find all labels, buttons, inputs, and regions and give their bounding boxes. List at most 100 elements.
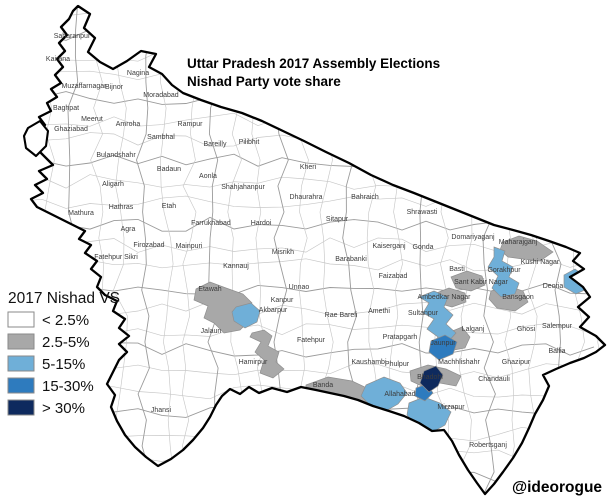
district-label-gonda: Gonda [412, 244, 433, 251]
boundary-line [43, 6, 56, 494]
district-label-barabanki: Barabanki [335, 256, 367, 263]
district-label-deoria: Deoria [543, 283, 564, 290]
district-label-jaunpur: Jaunpur [430, 340, 456, 347]
district-label-nagina: Nagina [127, 70, 149, 77]
district-label-sitapur: Sitapur [326, 216, 349, 223]
district-label-kannauj: Kannauj [223, 263, 249, 270]
legend-item-lt-2-5: < 2.5% [7, 311, 89, 329]
district-label-kaiserganj: Kaiserganj [372, 243, 406, 250]
legend-item-15-30: 15-30% [7, 377, 94, 395]
district-label-hardoi: Hardoi [251, 220, 272, 227]
boundary-line [136, 6, 151, 494]
district-label-domariyaganj: Domariyaganj [451, 234, 495, 241]
map-title-line1: Uttar Pradesh 2017 Assembly Elections [187, 56, 440, 71]
district-label-kanpur: Kanpur [271, 297, 294, 304]
legend-label-gt-30: > 30% [42, 400, 85, 417]
district-label-pilibhit: Pilibhit [239, 139, 260, 146]
district-label-allahabad: Allahabad [384, 391, 415, 398]
district-label-rampur: Rampur [178, 121, 204, 128]
region-allahabad [360, 376, 408, 413]
district-label-robertsganj: Robertsganj [469, 442, 507, 449]
district-label-etawah: Etawah [198, 286, 221, 293]
boundary-line [31, 6, 36, 494]
district-label-fatehpur: Fatehpur [297, 337, 326, 344]
district-labels: Saharanpur Kairana Nagina MuzaffarnagarBijn… [46, 33, 573, 449]
district-label-dhaurahra: Dhaurahra [289, 194, 322, 201]
district-label-ghazipur: Ghazipur [502, 359, 531, 366]
legend-title: 2017 Nishad VS [8, 290, 120, 307]
region-sant-kabir-nagar [450, 270, 486, 292]
district-label-sant-kabir-nagar: Sant Kabir Nagar [454, 279, 508, 286]
legend-swatch-5-15 [7, 355, 35, 372]
district-label-rae-bareli: Rae Bareli [325, 312, 358, 319]
district-label-unnao: Unnao [289, 284, 310, 291]
district-label-ghosi: Ghosi [517, 326, 536, 333]
district-label-phulpur: Phulpur [385, 361, 410, 368]
district-label-muzaffarnagar: Muzaffarnagar [61, 83, 107, 90]
district-label-bulandshahr: Bulandshahr [96, 152, 136, 159]
district-label-lalganj: Lalganj [462, 326, 485, 333]
district-label-etah: Etah [162, 203, 177, 210]
legend: 2017 Nishad VS < 2.5% 2.5-5% 5-15% 15-30… [7, 290, 120, 417]
district-label-ballia: Ballia [548, 348, 565, 355]
legend-item-2-5-5: 2.5-5% [7, 333, 90, 351]
district-label-bhadohi: Bhadohi [417, 374, 443, 381]
district-label-mathura: Mathura [68, 210, 94, 217]
region-bhadohi [419, 365, 444, 393]
district-label-gorakhpur: Gorakhpur [487, 267, 521, 274]
district-label-misrikh: Misrikh [272, 249, 294, 256]
district-label-kaushambi: Kaushambi [351, 359, 386, 366]
legend-item-gt-30: > 30% [7, 399, 85, 417]
district-label-kairana: Kairana [46, 56, 70, 63]
legend-swatch-2-5-5 [7, 333, 35, 350]
district-label-jhansi: Jhansi [151, 407, 172, 414]
district-label-banda: Banda [313, 382, 333, 389]
district-label-saharanpur: Saharanpur [54, 33, 91, 40]
district-label-firozabad: Firozabad [133, 242, 164, 249]
district-label-aonla: Aonla [199, 173, 217, 180]
region-jaunpur [428, 334, 458, 361]
region-kanpur-dehat-hamirpur [249, 329, 285, 379]
district-label-amroha: Amroha [116, 121, 141, 128]
district-label-fatehpur-sikri: Fatehpur Sikri [94, 254, 138, 261]
delhi-outline [22, 119, 50, 158]
district-label-salempur: Salempur [542, 323, 573, 330]
district-label-bijnor: Bijnor [105, 84, 124, 91]
watermark-handle: @ideorogue [512, 479, 602, 496]
region-gorakhpur-belt [487, 246, 520, 298]
district-label-farrukhabad: Farrukhabad [191, 220, 231, 227]
state-border [29, 4, 607, 496]
boundary-line [160, 6, 174, 494]
legend-swatch-gt-30 [7, 399, 35, 416]
boundary-line [595, 6, 605, 494]
district-label-faizabad: Faizabad [379, 273, 408, 280]
district-label-hamirpur: Hamirpur [239, 359, 268, 366]
district-label-agra: Agra [121, 226, 136, 233]
district-label-kushi-nagar: Kushi Nagar [521, 259, 560, 266]
region-akbarpur [231, 302, 261, 329]
legend-swatch-lt-2-5 [7, 311, 35, 328]
legend-label-15-30: 15-30% [42, 378, 94, 395]
boundary-line [31, 489, 595, 494]
boundary-line [31, 469, 595, 484]
district-label-jalaun: Jalaun [201, 328, 222, 335]
district-label-meerut: Meerut [81, 116, 103, 123]
district-label-shrawasti: Shrawasti [407, 209, 438, 216]
district-label-badaun: Badaun [157, 166, 181, 173]
district-label-akbarpur: Akbarpur [259, 307, 288, 314]
district-label-baghpat: Baghpat [53, 105, 79, 112]
district-label-aligarh: Aligarh [102, 181, 124, 188]
district-label-mirzapur: Mirzapur [437, 404, 465, 411]
district-label-bahraich: Bahraich [351, 194, 379, 201]
district-label-shahjahanpur: Shahjahanpur [221, 184, 265, 191]
district-label-kheri: Kheri [300, 164, 317, 171]
district-label-bareilly: Bareilly [204, 141, 227, 148]
district-label-bansgaon: Bansgaon [502, 294, 534, 301]
legend-swatch-15-30 [7, 377, 35, 394]
district-label-chandauli: Chandauli [478, 376, 510, 383]
district-label-sambhal: Sambhal [147, 134, 175, 141]
map-title-line2: Nishad Party vote share [187, 74, 341, 89]
district-label-pratapgarh: Pratapgarh [383, 334, 418, 341]
